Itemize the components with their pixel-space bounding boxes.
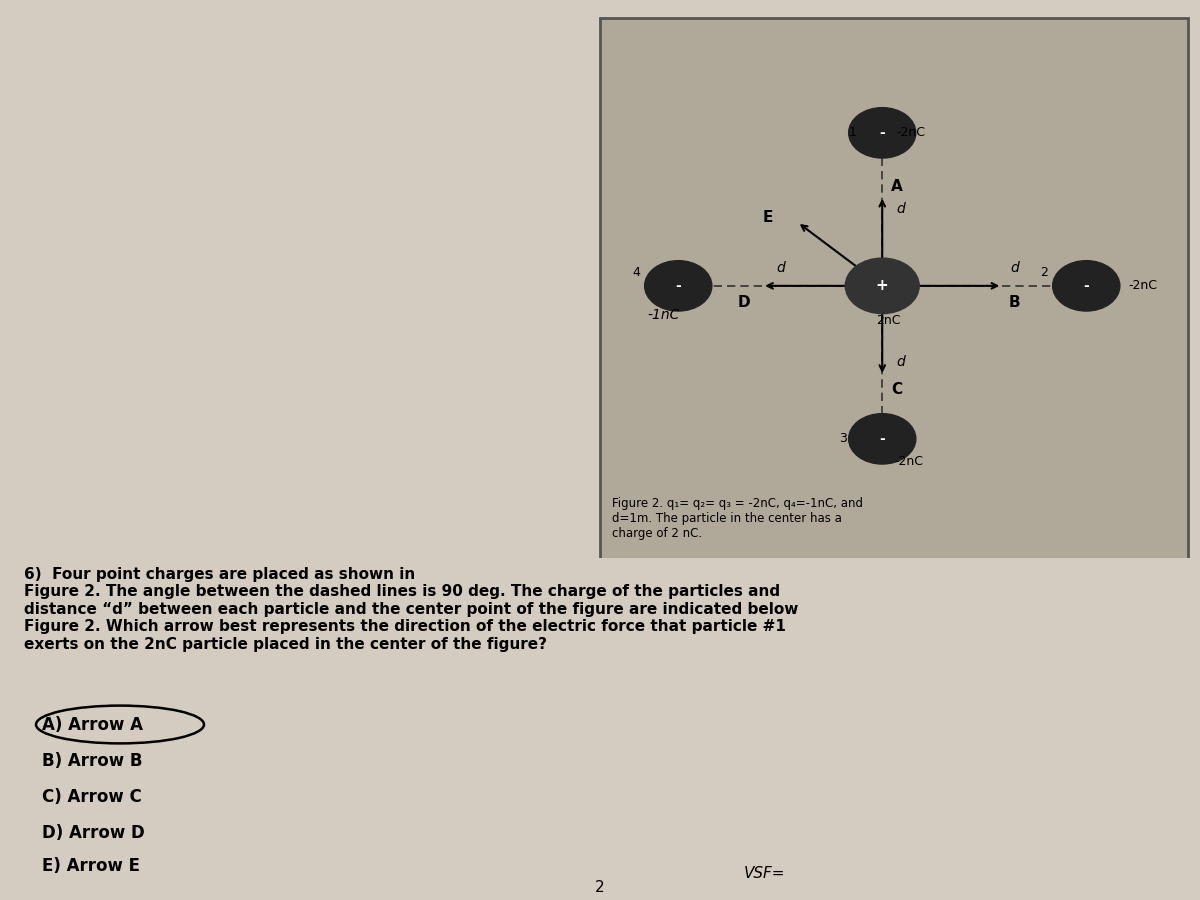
Text: d: d	[776, 261, 785, 275]
Text: 3: 3	[839, 432, 846, 446]
Text: -1nC: -1nC	[648, 308, 680, 321]
Text: -2nC: -2nC	[896, 126, 925, 140]
Text: -: -	[1084, 279, 1090, 292]
Circle shape	[848, 108, 916, 158]
Text: 6)  Four point charges are placed as shown in
Figure 2. The angle between the da: 6) Four point charges are placed as show…	[24, 567, 798, 652]
Circle shape	[845, 258, 919, 313]
Text: -: -	[880, 432, 886, 446]
Text: VSF=: VSF=	[744, 866, 786, 880]
Text: A) Arrow A: A) Arrow A	[42, 716, 143, 733]
Text: 2nC: 2nC	[876, 313, 900, 327]
Text: D) Arrow D: D) Arrow D	[42, 824, 145, 842]
Text: -: -	[676, 279, 682, 292]
FancyBboxPatch shape	[600, 18, 1188, 576]
Text: 1: 1	[848, 126, 856, 140]
Text: E: E	[762, 211, 773, 225]
Text: 4: 4	[632, 266, 640, 279]
Text: -2nC: -2nC	[1128, 279, 1157, 292]
Text: 2: 2	[1040, 266, 1048, 279]
Circle shape	[848, 414, 916, 464]
Circle shape	[1052, 261, 1120, 311]
FancyBboxPatch shape	[0, 558, 1200, 900]
Text: 2: 2	[595, 880, 605, 896]
Text: E) Arrow E: E) Arrow E	[42, 857, 140, 875]
Text: d: d	[896, 202, 905, 216]
Circle shape	[644, 261, 712, 311]
Text: C: C	[892, 382, 902, 397]
Text: +: +	[876, 278, 889, 293]
Text: d: d	[896, 356, 905, 369]
Text: -2nC: -2nC	[894, 454, 923, 468]
Text: d: d	[1010, 261, 1019, 275]
Text: A: A	[890, 179, 902, 194]
Text: C) Arrow C: C) Arrow C	[42, 788, 142, 806]
Text: Figure 2. q₁= q₂= q₃ = -2nC, q₄=-1nC, and
d=1m. The particle in the center has a: Figure 2. q₁= q₂= q₃ = -2nC, q₄=-1nC, an…	[612, 497, 863, 540]
Text: D: D	[738, 294, 750, 310]
Text: B: B	[1008, 294, 1020, 310]
Text: -: -	[880, 126, 886, 140]
Text: B) Arrow B: B) Arrow B	[42, 752, 143, 770]
